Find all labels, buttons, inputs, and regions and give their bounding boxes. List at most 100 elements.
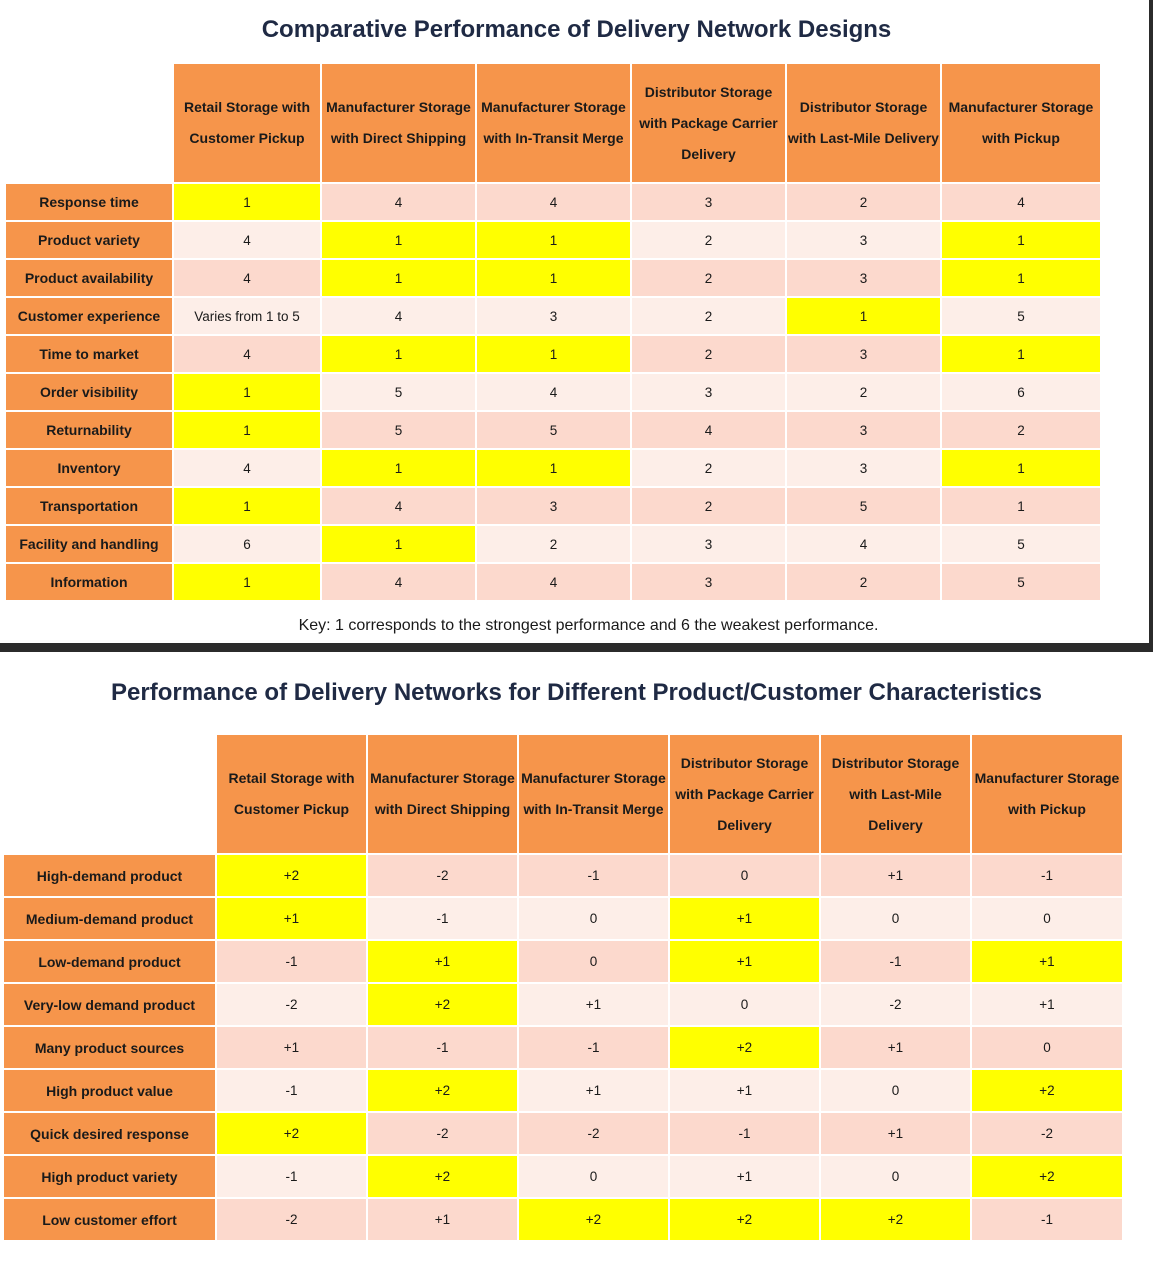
table-cell: 2 [477,526,630,562]
table-cell: 3 [632,526,785,562]
table-cell-best: +2 [217,855,366,896]
table-cell: 0 [670,984,819,1025]
panel-right-border [1149,0,1153,643]
table-cell-best: +2 [368,984,517,1025]
table-cell-best: +1 [217,898,366,939]
table-row: Facility and handling 6 1 2 3 4 5 [6,526,1100,562]
table-row: Product availability 4 1 1 2 3 1 [6,260,1100,296]
table-cell: 3 [477,488,630,524]
table2-title: Performance of Delivery Networks for Dif… [111,679,1042,706]
table-row: Inventory 4 1 1 2 3 1 [6,450,1100,486]
table-cell: 4 [477,564,630,600]
panel-product-customer-characteristics: Performance of Delivery Networks for Dif… [0,652,1153,1267]
table1-body: Response time 1 4 4 3 2 4 Product variety 4 1 1 2 3 1… [6,184,1100,600]
table-cell: 0 [821,1070,970,1111]
table-cell: 5 [322,374,475,410]
table-cell: 5 [942,298,1100,334]
table-cell: 3 [787,222,940,258]
table-cell: +1 [821,1027,970,1068]
table-cell: 4 [322,184,475,220]
table-cell: 4 [174,336,320,372]
table-cell: 0 [821,898,970,939]
table-cell: 3 [787,260,940,296]
table-cell: -1 [519,1027,668,1068]
table-cell: 2 [787,184,940,220]
table-cell: -1 [670,1113,819,1154]
table-cell: Varies from 1 to 5 [174,298,320,334]
table-cell: 2 [942,412,1100,448]
table-cell: -1 [368,1027,517,1068]
table-cell: -2 [217,984,366,1025]
table-cell: +1 [821,855,970,896]
table-cell: 4 [942,184,1100,220]
table-cell-best: +2 [519,1199,668,1240]
table2-col-header: Manufacturer Storage with Direct Shippin… [368,735,517,853]
table1-col-header: Manufacturer Storage with Direct Shippin… [322,64,475,182]
table-cell: 5 [787,488,940,524]
table-cell: 5 [322,412,475,448]
table-cell-best: 1 [322,222,475,258]
table-cell: 3 [632,184,785,220]
table-row: High product variety -1 +2 0 +1 0 +2 [4,1156,1122,1197]
table-cell-best: 1 [174,184,320,220]
table-cell: +1 [217,1027,366,1068]
table-cell: 2 [632,260,785,296]
table-cell: 4 [477,184,630,220]
table-cell: 0 [972,898,1122,939]
row-header: Product availability [6,260,172,296]
table-row: Low customer effort -2 +1 +2 +2 +2 -1 [4,1199,1122,1240]
table2-performance-grid: Retail Storage with Customer Pickup Manu… [2,733,1124,1242]
table-cell: 4 [477,374,630,410]
table-cell: 2 [632,450,785,486]
table-cell: 4 [322,298,475,334]
table-cell-best: +2 [368,1156,517,1197]
table-cell: 0 [519,898,668,939]
table-cell: 3 [632,374,785,410]
table-cell: -2 [217,1199,366,1240]
table-cell: 2 [632,488,785,524]
table-cell-best: 1 [174,374,320,410]
table-cell: 5 [477,412,630,448]
table-cell: +1 [670,1156,819,1197]
table-cell: 0 [519,941,668,982]
row-header: Customer experience [6,298,172,334]
table-cell-best: 1 [174,412,320,448]
table1-col-header: Manufacturer Storage with In-Transit Mer… [477,64,630,182]
table-cell: 6 [942,374,1100,410]
table-cell: -1 [821,941,970,982]
row-header: Very-low demand product [4,984,215,1025]
table-cell: 4 [322,564,475,600]
table-cell: +1 [972,984,1122,1025]
table-cell-best: 1 [942,222,1100,258]
table-cell: -1 [368,898,517,939]
table-cell: +1 [519,1070,668,1111]
table-cell-best: 1 [477,450,630,486]
row-header: Returnability [6,412,172,448]
table-cell: 1 [942,488,1100,524]
table-cell-best: 1 [477,260,630,296]
row-header: Order visibility [6,374,172,410]
table-row: High-demand product +2 -2 -1 0 +1 -1 [4,855,1122,896]
table-cell-best: +2 [670,1027,819,1068]
table2-col-header: Manufacturer Storage with In-Transit Mer… [519,735,668,853]
table-row: Transportation 1 4 3 2 5 1 [6,488,1100,524]
table-cell: 4 [322,488,475,524]
row-header: Inventory [6,450,172,486]
table-cell: -1 [217,941,366,982]
table-cell-best: 1 [322,450,475,486]
row-header: Quick desired response [4,1113,215,1154]
table-cell-best: +2 [670,1199,819,1240]
table-row: Medium-demand product +1 -1 0 +1 0 0 [4,898,1122,939]
table-cell: 2 [787,374,940,410]
table-cell: -1 [217,1070,366,1111]
row-header: Time to market [6,336,172,372]
table-cell-best: 1 [322,336,475,372]
table1-col-header: Distributor Storage with Last-Mile Deliv… [787,64,940,182]
table-cell-best: 1 [322,526,475,562]
table-row: Low-demand product -1 +1 0 +1 -1 +1 [4,941,1122,982]
table-cell: 4 [174,450,320,486]
table-cell: -1 [217,1156,366,1197]
table-cell-best: 1 [174,564,320,600]
table1-col-header: Manufacturer Storage with Pickup [942,64,1100,182]
